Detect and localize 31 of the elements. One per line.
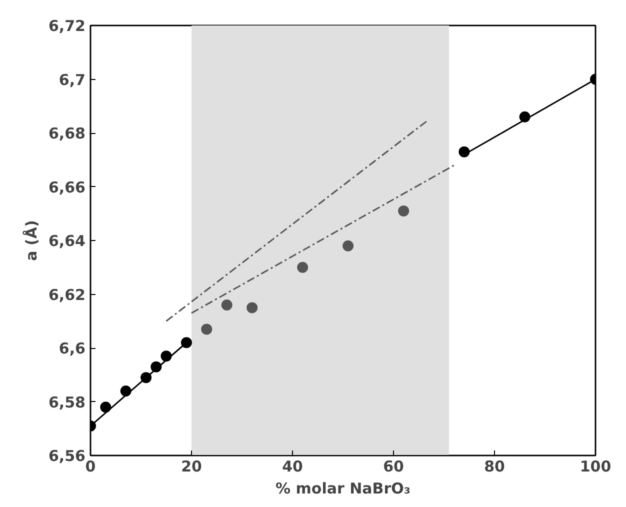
point bbox=[221, 300, 232, 310]
x-tick-label: 100 bbox=[580, 458, 612, 476]
x-tick-label: 80 bbox=[484, 458, 505, 476]
x-tick-label: 0 bbox=[85, 458, 96, 476]
y-axis-title: a (Å) bbox=[22, 220, 40, 261]
point bbox=[458, 146, 470, 158]
y-tick-label: 6,66 bbox=[48, 178, 86, 196]
y-tick-label: 6,6 bbox=[58, 340, 86, 358]
y-tick-label: 6,56 bbox=[48, 447, 86, 465]
point bbox=[398, 205, 410, 216]
point bbox=[140, 372, 152, 384]
point bbox=[160, 350, 172, 362]
point bbox=[519, 111, 530, 122]
point bbox=[100, 402, 112, 413]
point bbox=[297, 262, 308, 273]
y-tick-label: 6,68 bbox=[48, 124, 86, 142]
x-tick-label: 40 bbox=[282, 458, 303, 476]
x-tick-label: 20 bbox=[181, 458, 202, 476]
point bbox=[246, 302, 258, 314]
y-tick-label: 6,7 bbox=[58, 70, 86, 89]
x-tick-label: 60 bbox=[383, 458, 404, 476]
point bbox=[180, 337, 192, 348]
point bbox=[342, 240, 354, 252]
y-tick-label: 6,62 bbox=[48, 286, 86, 304]
point bbox=[150, 361, 162, 372]
y-tick-label: 6,58 bbox=[48, 393, 86, 412]
y-tick-label: 6,64 bbox=[48, 232, 86, 250]
point bbox=[201, 324, 212, 335]
x-axis-title: % molar NaBrO₃ bbox=[276, 480, 410, 498]
y-tick-label: 6,72 bbox=[48, 17, 86, 35]
point bbox=[120, 386, 132, 396]
